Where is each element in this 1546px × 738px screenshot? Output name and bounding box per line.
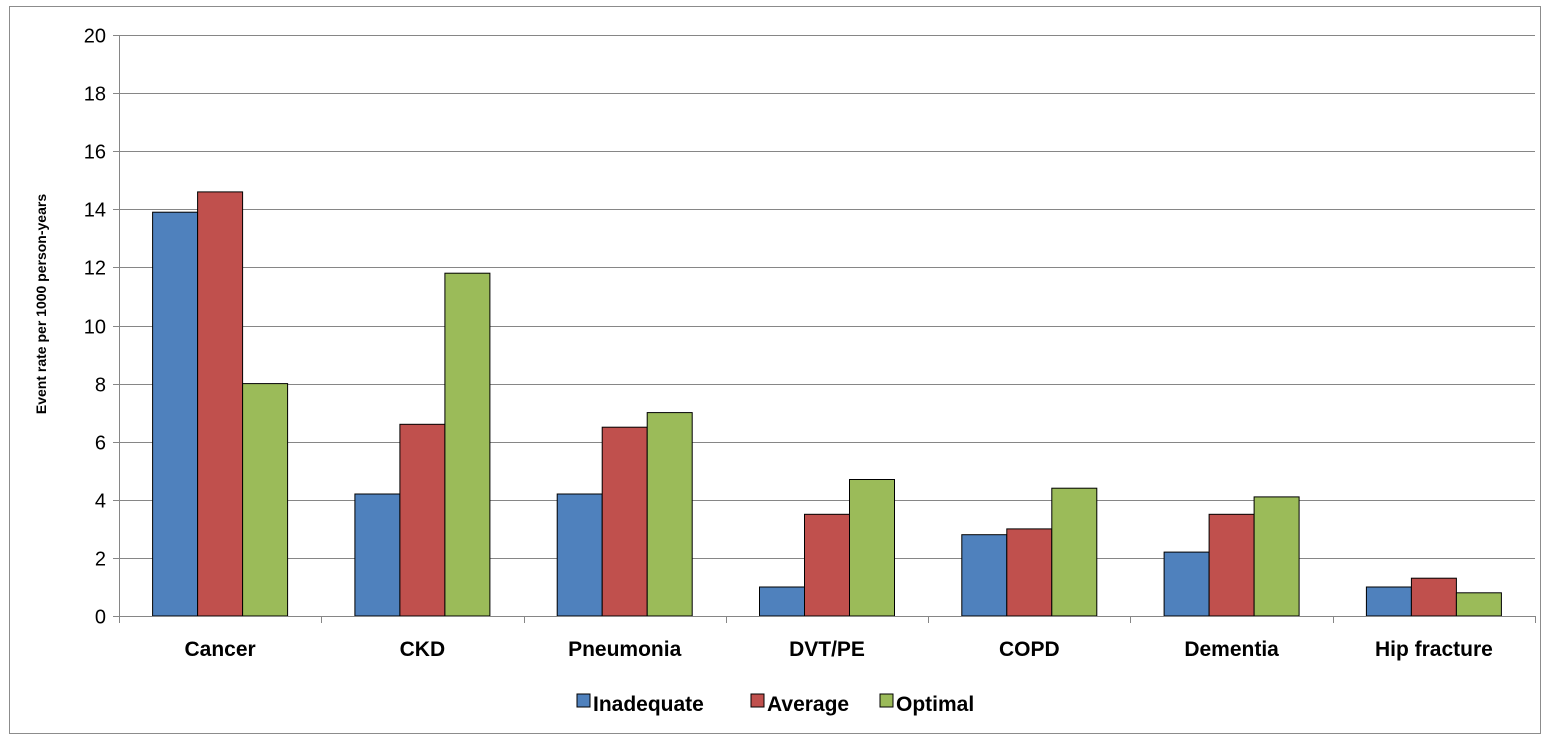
y-tick-label: 0 [95, 607, 106, 629]
bar-average-dvt-pe [804, 513, 850, 617]
legend-label: Inadequate [593, 693, 704, 716]
legend-item-inadequate: Inadequate [576, 693, 704, 716]
x-tick-labels: Cancer CKD Pneumonia DVT/PE COPD Dementia Hip … [184, 638, 1492, 661]
bar-average-cancer [197, 191, 244, 617]
y-tick-label: 14 [84, 200, 106, 222]
y-tick-label: 10 [84, 317, 106, 339]
bar-optimal-dementia [1253, 496, 1300, 617]
y-axis-title: Event rate per 1000 person-years [33, 194, 49, 414]
bar-average-pneumonia [601, 426, 648, 617]
x-tick-label: CKD [400, 638, 446, 661]
x-tick-label: Cancer [184, 638, 255, 661]
gridlines [119, 35, 1535, 559]
legend-swatch [879, 693, 894, 708]
bar-average-hip-fracture [1410, 577, 1457, 617]
bar-inadequate-dementia [1163, 551, 1210, 617]
legend-label: Optimal [896, 693, 974, 716]
bar-optimal-cancer [242, 383, 289, 617]
y-tick-label: 4 [95, 491, 106, 513]
legend-item-optimal: Optimal [879, 693, 974, 716]
bar-inadequate-ckd [354, 493, 401, 617]
y-tick-label: 12 [84, 258, 106, 280]
legend-swatch [750, 693, 765, 708]
y-tick-label: 18 [84, 84, 106, 106]
legend-label: Average [767, 693, 849, 716]
y-tick-label: 8 [95, 375, 106, 397]
bar-optimal-copd [1051, 487, 1098, 617]
bar-inadequate-dvt-pe [759, 586, 805, 617]
y-tick-labels: 0 2 4 6 8 10 12 14 16 18 20 [84, 26, 106, 629]
bar-inadequate-copd [961, 534, 1008, 617]
y-tick-label: 20 [84, 26, 106, 48]
y-tick-label: 6 [95, 433, 106, 455]
y-tick-label: 2 [95, 549, 106, 571]
bar-average-ckd [399, 423, 446, 617]
x-tick-label: Pneumonia [568, 638, 682, 661]
bar-optimal-hip-fracture [1455, 592, 1502, 617]
bars [152, 191, 1502, 617]
x-tick-label: Dementia [1184, 638, 1279, 661]
bar-optimal-ckd [444, 272, 491, 617]
legend: Inadequate Average Optimal [576, 693, 974, 716]
x-tick-label: DVT/PE [789, 638, 865, 661]
bar-inadequate-cancer [152, 211, 199, 617]
bar-inadequate-pneumonia [556, 493, 603, 617]
x-tick-label: Hip fracture [1375, 638, 1493, 661]
y-tick-label: 16 [84, 142, 106, 164]
axes [113, 35, 1536, 623]
x-tick-label: COPD [999, 638, 1060, 661]
bar-average-copd [1006, 528, 1053, 617]
legend-item-average: Average [750, 693, 849, 716]
bar-optimal-pneumonia [646, 412, 693, 617]
bar-average-dementia [1208, 513, 1255, 617]
bar-inadequate-hip-fracture [1365, 586, 1412, 617]
legend-swatch [576, 693, 591, 708]
bar-optimal-dvt-pe [849, 479, 895, 617]
